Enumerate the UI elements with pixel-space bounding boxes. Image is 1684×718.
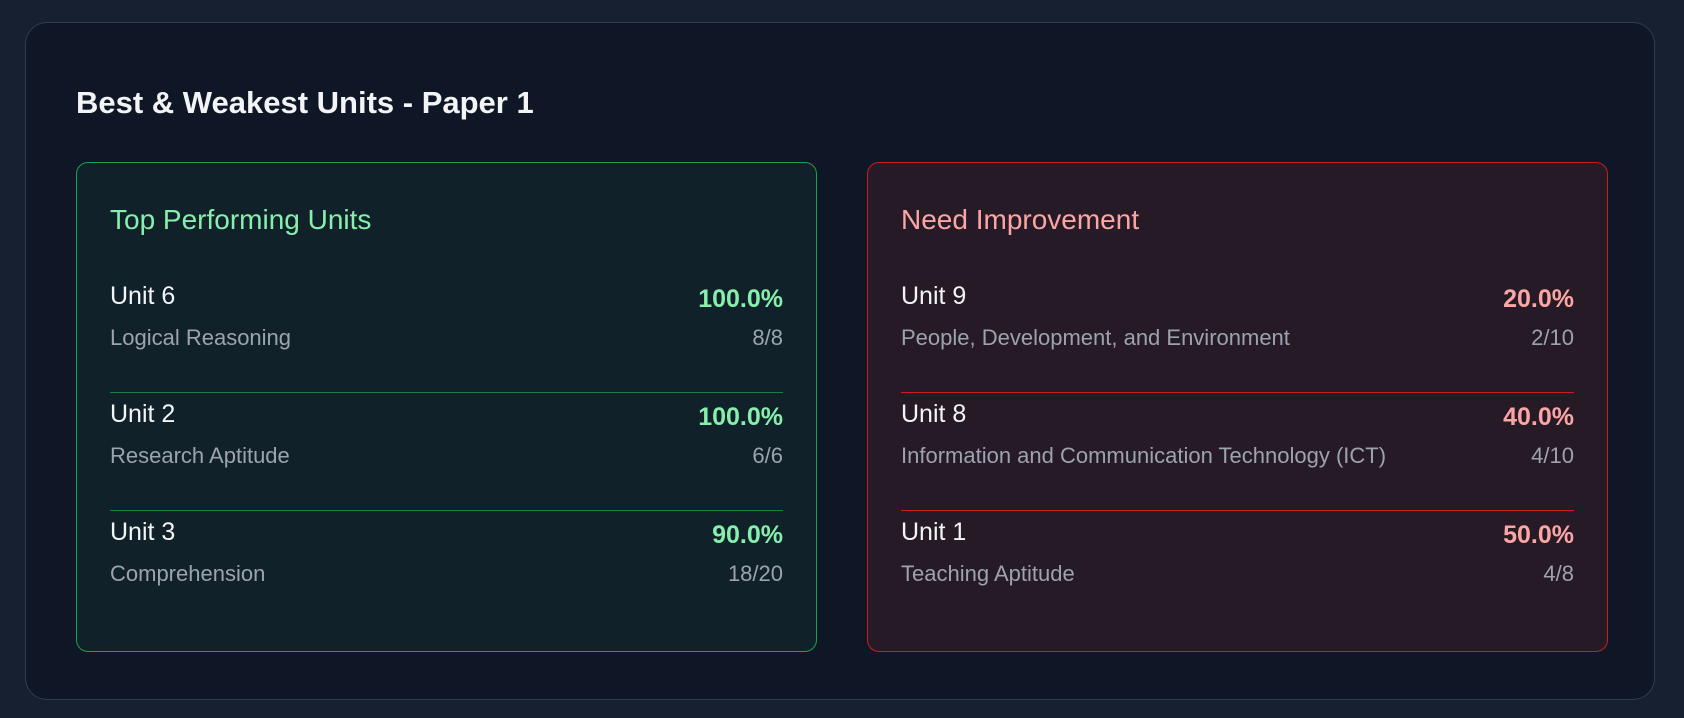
- unit-name: Research Aptitude: [110, 443, 290, 468]
- unit-percent: 90.0%: [712, 521, 783, 549]
- unit-percent: 40.0%: [1503, 403, 1574, 431]
- unit-score: 8/8: [752, 325, 783, 350]
- unit-row: Unit 6 Logical Reasoning 100.0% 8/8: [110, 275, 783, 393]
- unit-percent: 100.0%: [698, 285, 783, 313]
- unit-name: People, Development, and Environment: [901, 325, 1290, 350]
- unit-name: Teaching Aptitude: [901, 561, 1075, 586]
- unit-percent: 100.0%: [698, 403, 783, 431]
- units-card: Best & Weakest Units - Paper 1 Top Perfo…: [25, 22, 1655, 700]
- unit-score: 18/20: [727, 561, 783, 586]
- panel-heading: Top Performing Units: [110, 204, 372, 235]
- unit-name: Comprehension: [110, 561, 266, 586]
- unit-score: 4/8: [1543, 561, 1574, 586]
- unit-name: Information and Communication Technology…: [901, 443, 1387, 468]
- unit-score: 6/6: [752, 443, 783, 468]
- unit-row: Unit 8 Information and Communication Tec…: [901, 393, 1574, 511]
- unit-name: Logical Reasoning: [110, 325, 292, 350]
- unit-row: Unit 1 Teaching Aptitude 50.0% 4/8: [901, 511, 1574, 629]
- unit-label: Unit 6: [110, 282, 176, 310]
- unit-label: Unit 2: [110, 400, 176, 428]
- panel-heading: Need Improvement: [901, 204, 1140, 235]
- unit-percent: 20.0%: [1503, 285, 1574, 313]
- unit-score: 2/10: [1531, 325, 1574, 350]
- unit-percent: 50.0%: [1503, 521, 1574, 549]
- unit-row: Unit 3 Comprehension 90.0% 18/20: [110, 511, 783, 629]
- unit-label: Unit 8: [901, 400, 967, 428]
- unit-label: Unit 9: [901, 282, 967, 310]
- unit-row: Unit 2 Research Aptitude 100.0% 6/6: [110, 393, 783, 511]
- unit-row: Unit 9 People, Development, and Environm…: [901, 275, 1574, 393]
- unit-label: Unit 1: [901, 518, 967, 546]
- top-performing-panel: Top Performing Units Unit 6 Logical Reas…: [76, 162, 817, 652]
- unit-label: Unit 3: [110, 518, 176, 546]
- card-title: Best & Weakest Units - Paper 1: [76, 85, 534, 120]
- unit-score: 4/10: [1531, 443, 1574, 468]
- need-improvement-panel: Need Improvement Unit 9 People, Developm…: [867, 162, 1608, 652]
